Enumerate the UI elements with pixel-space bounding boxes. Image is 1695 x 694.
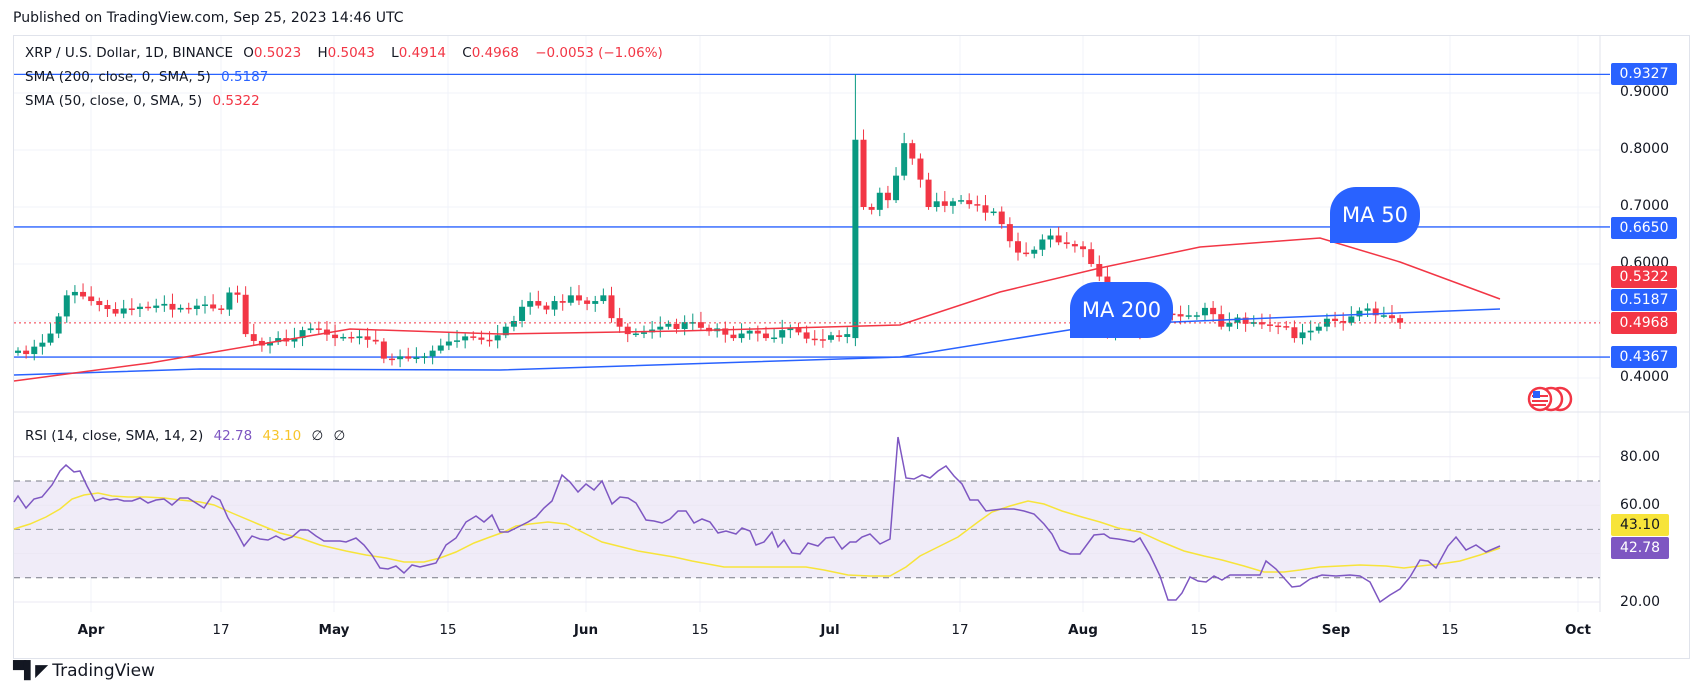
time-tick: Sep bbox=[1321, 622, 1351, 638]
time-tick: Apr bbox=[77, 622, 105, 638]
time-tick: 17 bbox=[951, 622, 969, 638]
open-value: 0.5023 bbox=[253, 45, 302, 61]
price-tick: 0.8000 bbox=[1620, 141, 1669, 157]
time-tick: Jun bbox=[573, 622, 599, 638]
ma50-annotation[interactable]: MA 50 bbox=[1330, 187, 1420, 243]
rsi-tick: 80.00 bbox=[1620, 449, 1661, 465]
chart-frame bbox=[13, 35, 1690, 659]
time-tick: 15 bbox=[1441, 622, 1459, 638]
economic-events-flag-icon[interactable] bbox=[1526, 385, 1576, 413]
time-tick: 15 bbox=[1190, 622, 1208, 638]
time-tick: Oct bbox=[1565, 622, 1591, 638]
high-value: 0.5043 bbox=[327, 45, 375, 61]
time-tick: 15 bbox=[691, 622, 709, 638]
time-tick: Jul bbox=[820, 622, 840, 638]
symbol-legend: XRP / U.S. Dollar, 1D, BINANCE O0.5023 H… bbox=[25, 45, 663, 61]
sma200-legend[interactable]: SMA (200, close, 0, SMA, 5) 0.5187 bbox=[25, 69, 269, 85]
close-value: 0.4968 bbox=[471, 45, 519, 61]
sma200-price-label: 0.5187 bbox=[1611, 289, 1677, 311]
brand-name: TradingView bbox=[52, 661, 155, 681]
symbol-name: XRP / U.S. Dollar, 1D, BINANCE bbox=[25, 45, 233, 61]
change-value: −0.0053 (−1.06%) bbox=[535, 45, 663, 61]
rsi-sma-axis-label: 43.10 bbox=[1611, 514, 1669, 536]
low-line-label: 0.4367 bbox=[1611, 346, 1677, 368]
published-info: Published on TradingView.com, Sep 25, 20… bbox=[13, 10, 404, 26]
rsi-value: 42.78 bbox=[213, 428, 253, 444]
time-tick: Aug bbox=[1068, 622, 1098, 638]
price-tick: 0.9000 bbox=[1620, 84, 1669, 100]
last-price-label: 0.4968 bbox=[1611, 312, 1677, 334]
sma50-legend[interactable]: SMA (50, close, 0, SMA, 5) 0.5322 bbox=[25, 93, 260, 109]
time-tick: 15 bbox=[439, 622, 457, 638]
low-value: 0.4914 bbox=[398, 45, 446, 61]
tradingview-logo[interactable]: ▀▌◤ TradingView bbox=[13, 661, 155, 681]
sma200-value: 0.5187 bbox=[221, 69, 269, 85]
time-tick: 17 bbox=[212, 622, 230, 638]
rsi-tick: 20.00 bbox=[1620, 594, 1661, 610]
mid-line-label: 0.6650 bbox=[1611, 217, 1677, 239]
sma50-value: 0.5322 bbox=[212, 93, 260, 109]
high-line-label: 0.9327 bbox=[1611, 63, 1677, 85]
price-tick: 0.7000 bbox=[1620, 198, 1669, 214]
ma200-annotation[interactable]: MA 200 bbox=[1070, 282, 1173, 338]
time-tick: May bbox=[318, 622, 350, 638]
tradingview-logo-icon: ▀▌◤ bbox=[13, 661, 48, 681]
price-tick: 0.4000 bbox=[1620, 369, 1669, 385]
sma50-price-label: 0.5322 bbox=[1611, 266, 1677, 288]
rsi-tick: 60.00 bbox=[1620, 497, 1661, 513]
rsi-axis-label: 42.78 bbox=[1611, 537, 1669, 559]
rsi-legend[interactable]: RSI (14, close, SMA, 14, 2) 42.78 43.10 … bbox=[25, 428, 346, 444]
rsi-sma-value: 43.10 bbox=[262, 428, 302, 444]
